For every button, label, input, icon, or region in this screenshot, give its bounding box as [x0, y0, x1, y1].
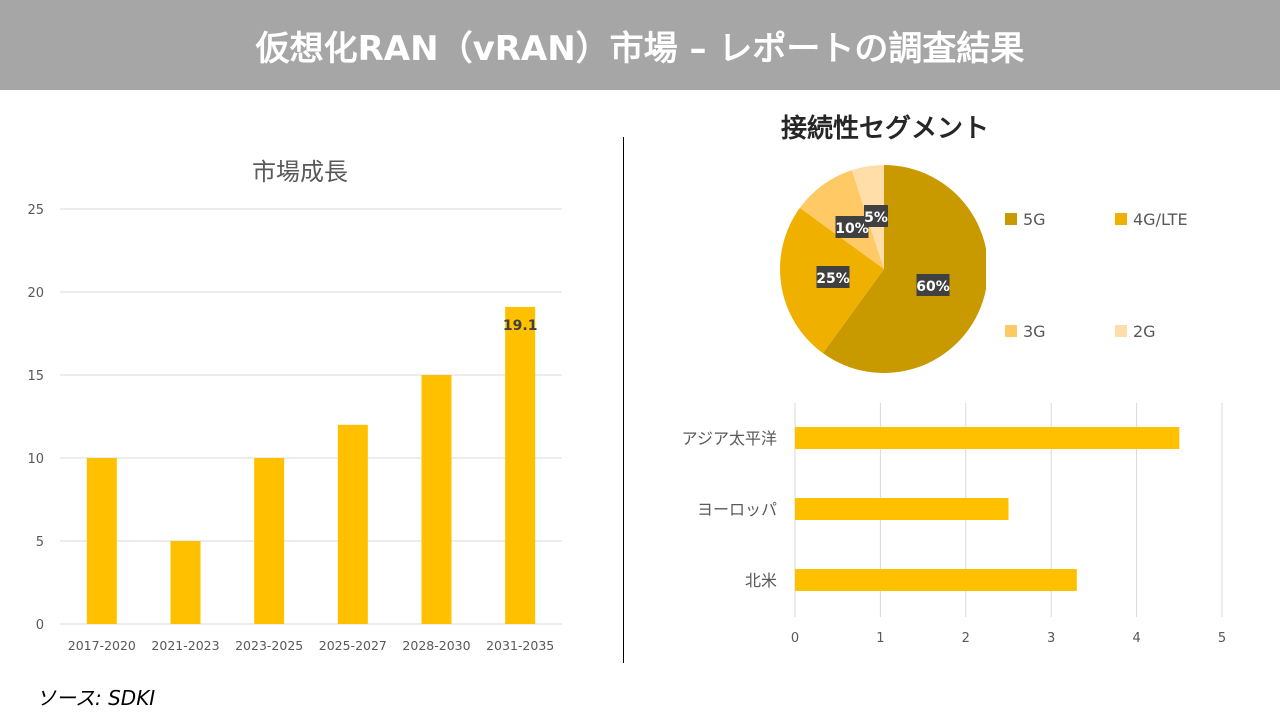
legend-label: 3G [1023, 322, 1046, 341]
page-title: 仮想化RAN（vRAN）市場 – レポートの調査結果 [255, 28, 1025, 69]
connectivity-pie-chart: 10%5% 25% 60% 5G 4G/LTE 3G 2G [780, 165, 1188, 373]
bar [254, 458, 285, 624]
x-tick-label: 2031-2035 [486, 638, 554, 653]
x-tick-label: 5 [1218, 631, 1226, 646]
bar [795, 498, 1009, 520]
pie-slices [780, 165, 986, 373]
y-tick-label: 0 [36, 618, 44, 633]
x-tick-label: 2017-2020 [68, 638, 136, 653]
legend-swatch [1115, 213, 1127, 225]
bar [337, 424, 368, 624]
legend-swatch [1005, 213, 1017, 225]
data-label-box [835, 216, 869, 238]
legend-label: 2G [1133, 322, 1156, 341]
data-label: 19.1 [503, 318, 538, 334]
bar [170, 541, 201, 624]
pie-chart-title: 接続性セグメント [780, 114, 989, 144]
data-label-box [816, 266, 850, 288]
bar [421, 375, 452, 624]
data-label-box [916, 274, 950, 296]
x-tick-label: 3 [1047, 631, 1055, 646]
bar [795, 569, 1077, 591]
data-label: 25% [816, 271, 850, 287]
bar [795, 427, 1180, 449]
data-label: 60% [916, 279, 950, 295]
market-growth-chart: 0 5 10 15 20 25 2017-2020 2021-2023 2023-2025 202… [27, 203, 562, 653]
y-tick-label: ヨーロッパ [697, 500, 777, 519]
x-tick-label: 4 [1132, 631, 1140, 646]
legend-label: 5G [1023, 210, 1046, 229]
data-label: 5% [864, 210, 888, 226]
bar [86, 458, 117, 624]
x-tick-label: 2021-2023 [151, 638, 219, 653]
bar-chart-title: 市場成長 [252, 158, 348, 186]
data-label: 10% [835, 221, 869, 237]
y-tick-label: 20 [27, 286, 44, 301]
x-tick-label: 2 [962, 631, 970, 646]
legend-swatch [1115, 325, 1127, 337]
legend-swatch [1005, 325, 1017, 337]
y-tick-label: 10 [27, 452, 44, 467]
x-tick-label: 2028-2030 [402, 638, 470, 653]
y-tick-label: 北米 [745, 571, 777, 590]
title-banner: 仮想化RAN（vRAN）市場 – レポートの調査結果 [0, 0, 1280, 90]
x-tick-label: 2025-2027 [319, 638, 387, 653]
legend-label: 4G/LTE [1133, 210, 1188, 229]
source-note: ソース: SDKI [36, 686, 156, 710]
bar [505, 306, 536, 624]
data-label-box [864, 205, 888, 227]
x-tick-label: 0 [791, 631, 799, 646]
y-tick-label: 25 [27, 203, 44, 218]
x-tick-label: 1 [876, 631, 884, 646]
y-tick-label: アジア太平洋 [682, 429, 777, 448]
x-tick-label: 2023-2025 [235, 638, 303, 653]
y-tick-label: 15 [27, 369, 44, 384]
divider [623, 137, 624, 663]
pie-slice [822, 165, 986, 373]
y-tick-label: 5 [36, 535, 44, 550]
